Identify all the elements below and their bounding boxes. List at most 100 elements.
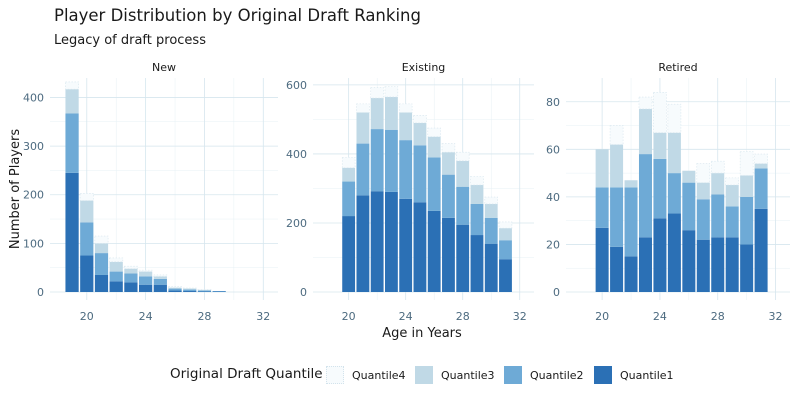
y-tick-label: 200: [23, 189, 44, 202]
bar-retired-quantile1: [653, 218, 667, 292]
bar-retired-quantile1: [595, 227, 609, 292]
bar-existing-quantile3: [370, 98, 384, 130]
bar-retired-quantile4: [754, 153, 768, 164]
x-tick-label: 28: [456, 310, 470, 323]
bar-existing-quantile3: [356, 112, 370, 144]
bar-existing-quantile3: [399, 112, 413, 141]
bar-new-quantile3: [65, 89, 79, 114]
bar-new-quantile4: [123, 265, 138, 269]
bar-new-quantile2: [109, 271, 123, 282]
panel-retired: Retired 0 20 40 60 80 20 24 28 32: [546, 61, 790, 323]
y-tick-label: 0: [553, 286, 560, 299]
bar-retired-quantile3: [595, 149, 609, 188]
x-tick-label: 28: [711, 310, 725, 323]
bar-new-quantile4: [94, 235, 109, 244]
legend-swatch-quantile3: [415, 366, 433, 384]
bar-existing-quantile2: [356, 143, 370, 196]
bar-retired-quantile4: [710, 160, 725, 174]
panel-existing: Existing 0 200 400 600 20 24 28 32: [286, 61, 534, 323]
x-tick-label: 28: [197, 310, 211, 323]
bar-existing-quantile4: [470, 176, 484, 186]
bar-retired-quantile1: [725, 237, 739, 292]
legend-swatch-quantile1: [594, 366, 612, 384]
bar-existing-quantile1: [442, 217, 455, 292]
bar-existing-quantile3: [484, 203, 498, 218]
bar-existing-quantile3: [442, 152, 455, 175]
bar-new-quantile2: [168, 288, 182, 291]
bar-existing-quantile1: [385, 191, 398, 292]
bar-existing-quantile4: [484, 196, 498, 205]
bar-retired-quantile1: [667, 213, 681, 292]
bar-new-quantile1: [124, 282, 138, 292]
bar-existing-quantile2: [413, 145, 427, 203]
bar-new-quantile1: [168, 290, 182, 292]
y-tick-label: 20: [546, 238, 560, 251]
bar-existing-quantile2: [370, 129, 384, 192]
y-tick-label: 400: [23, 91, 44, 104]
bar-retired-quantile1: [711, 237, 725, 292]
bar-new-quantile3: [109, 261, 123, 272]
bar-retired-quantile3: [711, 173, 725, 195]
bar-existing-quantile1: [499, 259, 512, 292]
bar-existing-quantile1: [413, 202, 427, 292]
bar-existing-quantile1: [342, 216, 356, 292]
bar-retired-quantile3: [610, 144, 624, 188]
bar-existing-quantile2: [499, 240, 512, 260]
legend-label-quantile1: Quantile1: [620, 369, 674, 382]
x-tick-label: 24: [653, 310, 667, 323]
bar-new-quantile1: [94, 274, 109, 292]
x-tick-label: 20: [342, 310, 356, 323]
bar-retired-quantile4: [653, 91, 667, 133]
bar-existing-quantile1: [427, 210, 441, 292]
bar-existing-quantile1: [356, 195, 370, 292]
legend-title: Original Draft Quantile: [170, 366, 323, 382]
bar-existing-quantile3: [470, 185, 484, 204]
bar-new-quantile1: [138, 284, 153, 292]
bar-retired-quantile2: [610, 187, 624, 247]
bar-new-quantile4: [138, 269, 153, 272]
chart-title: Player Distribution by Original Draft Ra…: [54, 6, 421, 25]
bar-new-quantile3: [80, 200, 94, 223]
bar-existing-quantile2: [399, 140, 413, 199]
bar-retired-quantile2: [711, 194, 725, 238]
bar-retired-quantile4: [725, 177, 739, 186]
bar-existing-quantile2: [484, 217, 498, 244]
bar-existing-quantile3: [385, 96, 398, 130]
bar-retired-quantile3: [667, 132, 681, 174]
bar-existing-quantile2: [342, 181, 356, 217]
bar-existing-quantile3: [456, 160, 470, 187]
facet-label-new: New: [152, 61, 176, 74]
bar-existing-quantile3: [499, 228, 512, 241]
bar-existing-quantile1: [370, 191, 384, 292]
bar-existing-quantile1: [484, 243, 498, 292]
bar-new-quantile1: [65, 172, 79, 292]
y-tick-label: 600: [286, 79, 307, 92]
y-axis-title: Number of Players: [8, 129, 23, 249]
bar-existing-quantile2: [427, 157, 441, 211]
bar-retired-quantile2: [638, 154, 652, 238]
bar-retired-quantile3: [682, 170, 696, 183]
bar-new-quantile3: [168, 287, 182, 289]
bar-retired-quantile2: [754, 168, 768, 209]
x-tick-label: 20: [80, 310, 94, 323]
bar-retired-quantile1: [696, 239, 710, 292]
bar-retired-quantile2: [696, 199, 710, 240]
bar-new-quantile2: [138, 276, 153, 285]
bar-retired-quantile4: [638, 96, 653, 110]
legend-swatch-quantile4: [326, 366, 344, 384]
bar-retired-quantile3: [624, 180, 638, 188]
bar-new-quantile3: [153, 276, 167, 279]
bar-existing-quantile2: [470, 203, 484, 236]
bar-existing-quantile1: [456, 224, 470, 292]
y-tick-label: 400: [286, 148, 307, 161]
bar-existing-quantile1: [399, 198, 413, 292]
bar-existing-quantile4: [341, 157, 356, 169]
bar-new-quantile3: [138, 271, 153, 277]
bar-new-quantile2: [65, 113, 79, 173]
bar-retired-quantile3: [638, 108, 652, 155]
y-tick-label: 100: [23, 237, 44, 250]
bar-existing-quantile4: [370, 87, 384, 99]
bar-existing-quantile2: [456, 186, 470, 225]
y-tick-label: 80: [546, 96, 560, 109]
bar-retired-quantile2: [624, 187, 638, 257]
